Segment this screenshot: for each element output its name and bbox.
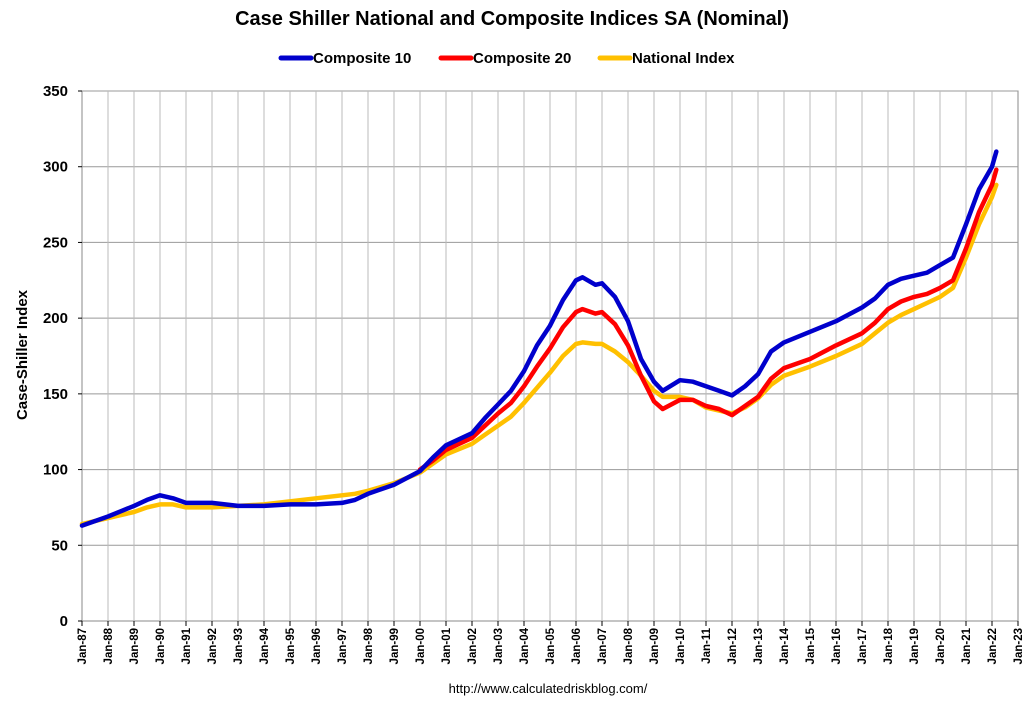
x-tick-label: Jan-16 — [831, 628, 843, 664]
x-tick-label: Jan-23 — [1013, 628, 1025, 664]
legend: Composite 10 Composite 20 National Index — [278, 50, 735, 67]
x-tick-label: Jan-10 — [675, 628, 687, 664]
y-tick-label: 100 — [43, 462, 68, 479]
x-tick-label: Jan-94 — [259, 627, 271, 664]
x-tick-label: Jan-96 — [311, 628, 323, 664]
y-tick-label: 200 — [43, 310, 68, 327]
x-tick-label: Jan-14 — [779, 627, 791, 664]
x-tick-label: Jan-02 — [467, 628, 479, 664]
source-url: http://www.calculatedriskblog.com/ — [449, 681, 648, 696]
x-tick-label: Jan-12 — [727, 628, 739, 664]
y-tick-label: 250 — [43, 234, 68, 251]
x-tick-label: Jan-03 — [493, 628, 505, 664]
chart-title: Case Shiller National and Composite Indi… — [235, 8, 789, 30]
x-tick-label: Jan-15 — [805, 627, 817, 664]
x-tick-label: Jan-11 — [701, 627, 713, 663]
x-tick-label: Jan-95 — [285, 627, 297, 664]
x-tick-label: Jan-00 — [415, 628, 427, 664]
y-tick-label: 350 — [43, 83, 68, 100]
x-tick-label: Jan-20 — [935, 628, 947, 664]
x-axis-ticks: Jan-87 Jan-88 Jan-89 Jan-90 Jan-91 Jan-92 Jan-… — [77, 621, 1025, 664]
x-tick-label: Jan-07 — [597, 628, 609, 664]
x-tick-label: Jan-92 — [207, 628, 219, 664]
x-tick-label: Jan-18 — [883, 627, 895, 664]
x-tick-label: Jan-88 — [103, 627, 115, 664]
series-line-composite-20 — [417, 167, 999, 472]
y-tick-label: 150 — [43, 386, 68, 403]
x-tick-label: Jan-04 — [519, 627, 531, 664]
y-axis-ticks: 0 50 100 150 200 250 300 350 — [43, 83, 82, 630]
y-tick-label: 300 — [43, 159, 68, 176]
x-tick-label: Jan-13 — [753, 628, 765, 664]
x-tick-label: Jan-99 — [389, 628, 401, 664]
y-axis-label: Case-Shiller Index — [14, 289, 31, 420]
x-tick-label: Jan-97 — [337, 628, 349, 664]
y-tick-label: 0 — [60, 613, 68, 630]
x-tick-label: Jan-06 — [571, 628, 583, 664]
x-tick-label: Jan-08 — [623, 627, 635, 664]
y-tick-label: 50 — [51, 537, 68, 554]
legend-label: Composite 10 — [313, 50, 411, 67]
series-layer — [79, 149, 999, 528]
x-tick-label: Jan-98 — [363, 627, 375, 664]
x-tick-label: Jan-09 — [649, 628, 661, 664]
x-tick-label: Jan-22 — [987, 628, 999, 664]
legend-label: Composite 20 — [473, 50, 571, 67]
grid — [82, 90, 1018, 621]
x-tick-label: Jan-21 — [961, 627, 973, 664]
legend-label: National Index — [632, 50, 735, 67]
x-tick-label: Jan-93 — [233, 628, 245, 664]
x-tick-label: Jan-05 — [545, 627, 557, 664]
x-tick-label: Jan-90 — [155, 628, 167, 664]
x-tick-label: Jan-17 — [857, 628, 869, 664]
x-tick-label: Jan-89 — [129, 628, 141, 664]
x-tick-label: Jan-01 — [441, 627, 453, 664]
x-tick-label: Jan-19 — [909, 628, 921, 664]
series-line-national-index — [79, 182, 999, 527]
x-tick-label: Jan-91 — [181, 627, 193, 664]
x-tick-label: Jan-87 — [77, 628, 89, 664]
series-line-composite-10 — [79, 149, 999, 528]
